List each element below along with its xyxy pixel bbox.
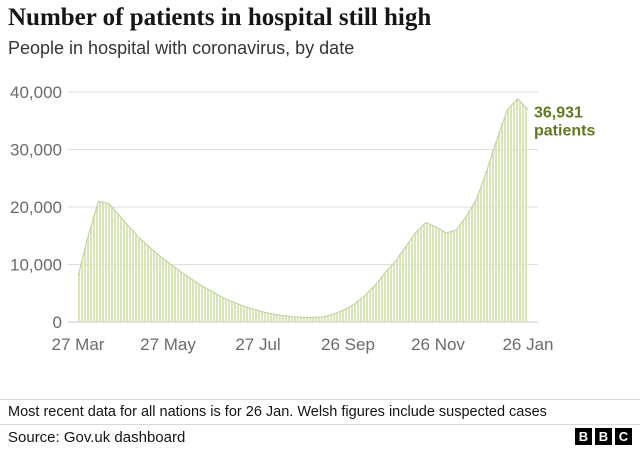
y-tick-label: 20,000 (10, 198, 62, 217)
bbc-logo-letter: B (575, 428, 592, 445)
source-credit: Source: Gov.uk dashboard (8, 429, 186, 446)
chart-subtitle: People in hospital with coronavirus, by … (8, 38, 355, 58)
hospital-patients-chart: 0 10,000 20,000 30,000 40,000 27 Mar 27 May 27 … (10, 83, 595, 354)
x-tick-label: 27 May (140, 335, 196, 354)
y-tick-label: 10,000 (10, 256, 62, 275)
annotation-value: 36,931 (534, 105, 583, 122)
x-tick-label: 27 Jul (235, 335, 280, 354)
x-tick-label: 26 Jan (502, 335, 553, 354)
y-tick-label: 0 (53, 313, 62, 332)
divider (0, 424, 640, 425)
data-note: Most recent data for all nations is for … (8, 404, 547, 420)
annotation-label: patients (534, 123, 595, 140)
y-tick-label: 40,000 (10, 83, 62, 102)
bbc-logo-letter: C (615, 428, 632, 445)
divider (0, 399, 640, 400)
bbc-logo: B B C (575, 428, 632, 445)
series-outline (77, 98, 529, 318)
bbc-logo-letter: B (595, 428, 612, 445)
x-tick-label: 26 Nov (411, 335, 465, 354)
x-tick-label: 27 Mar (52, 335, 105, 354)
x-tick-label: 26 Sep (321, 335, 375, 354)
area-series (78, 98, 528, 323)
y-tick-label: 30,000 (10, 141, 62, 160)
page-title: Number of patients in hospital still hig… (8, 4, 432, 31)
